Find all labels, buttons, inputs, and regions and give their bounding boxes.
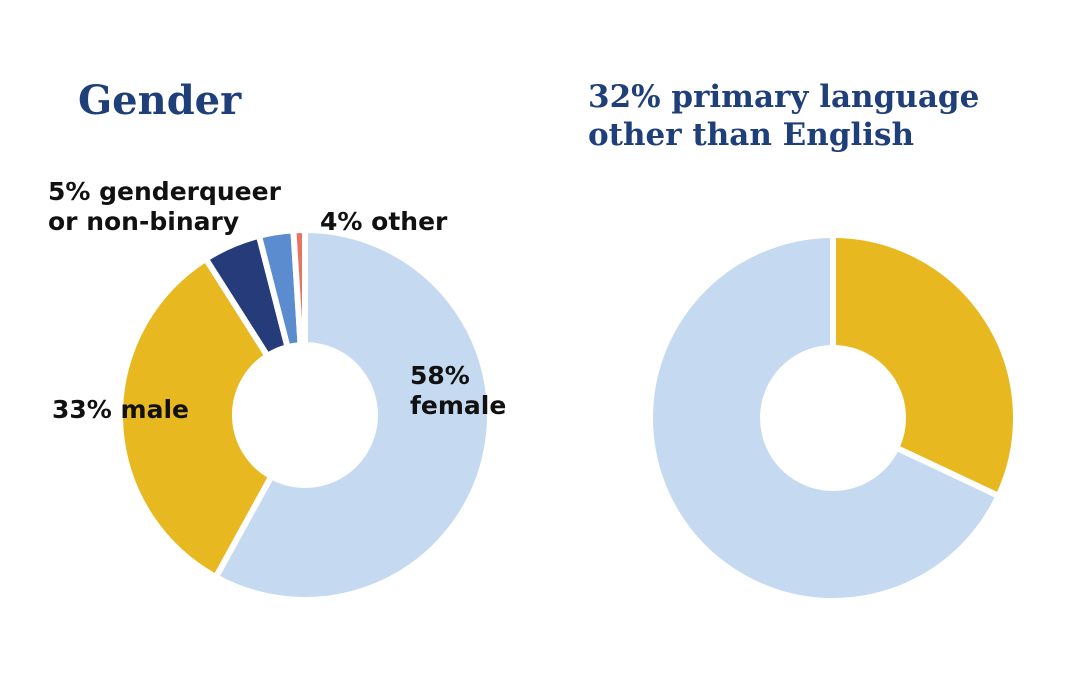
slice-label: 5% genderqueer or non-binary [48, 177, 282, 236]
donut-slice [211, 226, 493, 603]
donut-slice [647, 231, 1003, 604]
slice-label: 58% female [410, 361, 506, 420]
donut-slice [830, 231, 1019, 500]
donut-slice [290, 226, 308, 349]
annotation: 4% other [320, 207, 448, 236]
chart-title: Gender [78, 77, 242, 124]
chart-title: 32% primary language other than English [588, 79, 979, 153]
slice-label: 33% male [52, 395, 189, 424]
donut-slice [117, 254, 276, 582]
